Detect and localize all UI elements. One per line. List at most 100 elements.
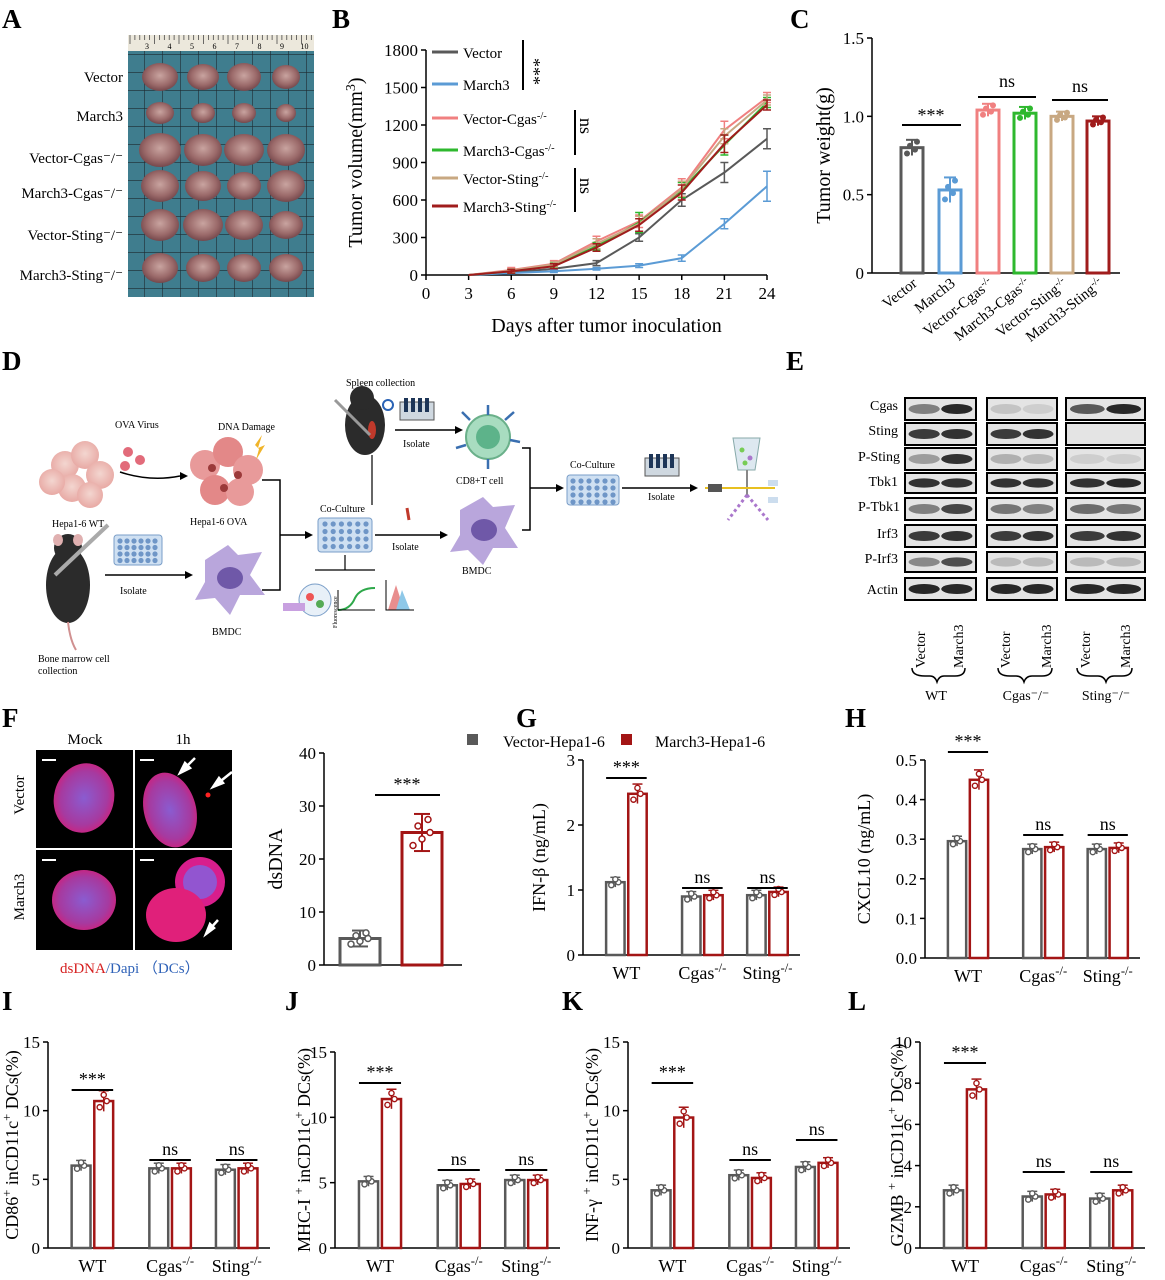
x-tick-label: 15 <box>631 284 648 303</box>
blot-frame <box>1065 497 1146 521</box>
blot-band <box>990 453 1022 465</box>
data-point <box>683 896 691 903</box>
blot-band <box>1022 503 1054 515</box>
row-label: Vector-Cgas⁻/⁻ <box>29 151 123 167</box>
tumor <box>276 104 296 122</box>
blot-frame <box>986 577 1058 601</box>
blot-band <box>990 478 1022 488</box>
y-tick-label: 5 <box>612 1170 621 1189</box>
arrows <box>177 757 233 938</box>
row-label-vector: Vector <box>12 775 28 814</box>
blot-band <box>908 583 940 595</box>
data-point <box>657 1183 665 1191</box>
y-tick-label: 15 <box>603 1033 620 1052</box>
panel-letter-i: I <box>2 986 13 1016</box>
legend-entry: Vector-Cgas-/- <box>463 111 547 129</box>
well <box>138 557 144 564</box>
tumor <box>185 171 221 201</box>
well <box>610 485 616 491</box>
ova-virus-icon <box>120 447 145 471</box>
data-point <box>73 1165 81 1172</box>
well <box>131 557 137 564</box>
row-label: March3-Cgas⁻/⁻ <box>21 186 123 202</box>
blot-frame <box>904 551 977 573</box>
bar <box>380 1097 403 1250</box>
data-point <box>630 796 637 803</box>
row-label-march3: March3 <box>12 874 28 921</box>
data-point <box>178 1161 185 1169</box>
well <box>347 543 353 550</box>
ruler-ticks: 3 4 5 6 7 8 9 10 <box>129 35 312 51</box>
y-tick-label: 900 <box>393 154 419 173</box>
well <box>355 536 361 542</box>
well <box>602 485 608 491</box>
data-point <box>155 1161 163 1169</box>
bar <box>817 1161 839 1250</box>
sig-label: *** <box>367 1062 394 1082</box>
ruler-number: 6 <box>213 42 217 51</box>
blot-band <box>941 478 973 488</box>
data-point <box>1093 116 1099 123</box>
data-point <box>945 183 951 190</box>
sig-label: *** <box>79 1069 106 1089</box>
well <box>578 499 584 505</box>
y-axis-label: MHC-I + inCD11c+ DCs(%) <box>292 1048 315 1252</box>
tumor <box>183 209 223 241</box>
protein-label: Cgas <box>870 399 898 414</box>
well <box>131 551 137 557</box>
bar <box>673 1116 695 1250</box>
data-point <box>240 1168 248 1175</box>
bar <box>680 895 702 957</box>
bar <box>237 1167 259 1250</box>
bar <box>750 1176 773 1250</box>
ruler-number: 10 <box>301 42 309 51</box>
bar <box>1108 846 1130 960</box>
group-labels: WT Cgas⁻/⁻ Sting⁻/⁻ <box>925 689 1130 704</box>
y-axis-label: INF-γ + inCD11c+ DCs(%) <box>580 1048 603 1242</box>
label-bmdc-2: BMDC <box>462 566 492 577</box>
x-tick-label: 18 <box>673 284 690 303</box>
ruler-number: 7 <box>235 42 239 51</box>
data-point <box>904 150 910 157</box>
data-point <box>1024 848 1032 856</box>
sig-label: ns <box>1072 76 1088 96</box>
blot-frame <box>904 422 977 446</box>
y-tick-label: 0.1 <box>896 909 917 928</box>
blot-band <box>941 428 973 440</box>
bar <box>1044 1193 1067 1250</box>
lane-label: Vector <box>999 631 1014 668</box>
blot-frame <box>1065 551 1146 573</box>
bar <box>93 1099 115 1250</box>
col-label-mock: Mock <box>68 732 103 748</box>
data-point <box>1064 109 1070 116</box>
tumor <box>146 102 174 124</box>
well <box>138 551 144 557</box>
y-tick-label: 0 <box>319 1239 328 1258</box>
well <box>347 521 353 527</box>
bar <box>745 893 767 957</box>
y-axis-label: CD86+ inCD11c+ DCs(%) <box>0 1050 23 1240</box>
x-tick-label: Cgas-/- <box>435 1254 483 1276</box>
data-point <box>949 840 957 848</box>
well <box>322 521 328 527</box>
tumor <box>227 63 261 91</box>
data-point <box>347 940 355 948</box>
panel-letter-j: J <box>285 986 299 1016</box>
panel-letter-e: E <box>786 346 804 376</box>
well <box>117 551 123 557</box>
y-tick-label: 30 <box>299 797 316 816</box>
blot-frame <box>904 472 977 494</box>
blot-frame <box>1065 524 1146 548</box>
well <box>594 492 600 498</box>
bar <box>604 880 626 957</box>
data-point <box>980 111 986 118</box>
blot-band <box>990 583 1022 595</box>
data-point <box>975 770 983 778</box>
blot-band <box>1022 453 1054 465</box>
data-point <box>174 1168 181 1175</box>
sig-label: ns <box>694 867 710 887</box>
y-axis-label: Tumor weight(g) <box>813 87 835 223</box>
x-tick-label: 24 <box>759 284 777 303</box>
